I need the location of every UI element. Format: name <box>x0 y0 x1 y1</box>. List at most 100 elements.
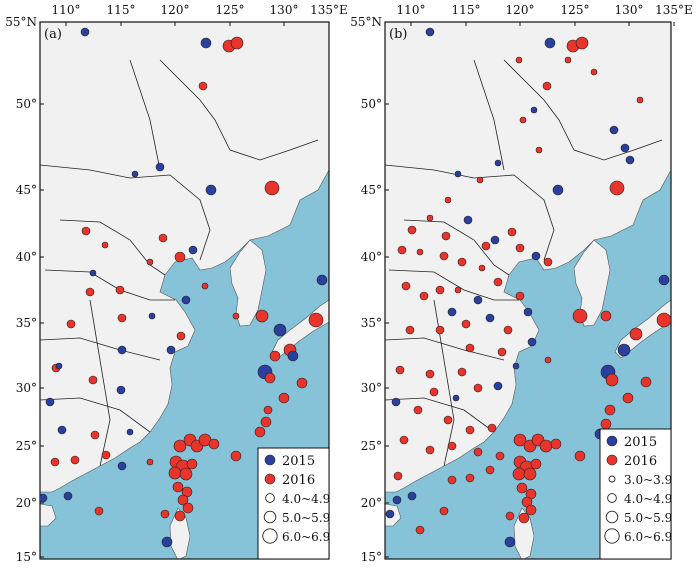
legend-year-label: 2016 <box>282 473 315 488</box>
panel-b: 110° 115° 120° 125° 130° 135°E 55°N 50° 45° 40° 35… <box>350 3 693 564</box>
legend: 2015 2016 4.0~4.9 5.0~5.9 6.0~6.9 <box>257 447 330 560</box>
earthquake-point <box>485 465 495 475</box>
earthquake-point <box>287 350 299 362</box>
earthquake-point <box>516 482 528 494</box>
panel-a: 110° 115° 120° 125° 130° 135°E 55°N 50° 45° 40° 35… <box>5 3 348 564</box>
legend-swatch <box>264 473 276 485</box>
earthquake-point <box>494 159 502 167</box>
earthquake-point <box>205 184 217 196</box>
earthquake-point <box>117 345 127 355</box>
lat-tick-label: 15° <box>361 550 382 564</box>
boundaries <box>40 59 319 467</box>
earthquake-point <box>535 146 543 154</box>
lat-tick-label: 20° <box>16 496 37 510</box>
lon-tick-label: 125° <box>216 3 245 17</box>
earthquake-point <box>640 376 652 388</box>
legend-size-swatch <box>605 510 619 524</box>
earthquake-point <box>465 343 475 353</box>
earthquake-point <box>260 416 272 428</box>
earthquake-point <box>525 504 537 516</box>
earthquake-point <box>81 226 91 236</box>
legend-swatch <box>606 435 618 447</box>
earthquake-point <box>478 264 486 272</box>
land-hainan <box>40 503 57 527</box>
earthquake-point <box>435 325 445 335</box>
legend-magnitude-label: 5.0~5.9 <box>282 511 330 525</box>
earthquake-point <box>439 506 449 516</box>
earthquake-point <box>426 214 434 222</box>
earthquake-point <box>519 116 527 124</box>
boundaries <box>385 59 663 467</box>
legend-magnitude-label: 6.0~6.9 <box>624 530 672 544</box>
earthquake-point <box>405 325 415 335</box>
earthquake-point <box>230 36 244 50</box>
earthquake-point <box>473 447 483 457</box>
earthquake-point <box>94 506 104 516</box>
earthquake-point <box>544 356 552 364</box>
axis-ticks: 110° 115° 120° 125° 130° 135°E 55°N 50° 45° 40° 35… <box>350 3 693 564</box>
earthquake-point <box>435 285 445 295</box>
earthquake-point <box>186 458 198 470</box>
lat-tick-label: 40° <box>16 250 37 264</box>
earthquake-point <box>590 68 598 76</box>
earthquake-point <box>518 512 530 524</box>
earthquake-point <box>40 493 48 503</box>
earthquake-point <box>115 285 125 295</box>
lon-tick-label: 120° <box>161 3 190 17</box>
earthquake-point <box>447 441 457 451</box>
earthquake-point <box>181 295 191 305</box>
earthquake-point <box>158 233 168 243</box>
earthquake-point <box>429 387 439 397</box>
earthquake-point <box>188 245 198 255</box>
earthquake-point <box>512 362 520 370</box>
earthquake-point <box>316 274 328 286</box>
earthquake-point <box>497 347 507 357</box>
earthquake-point <box>425 369 435 379</box>
earthquake-point <box>172 481 184 493</box>
earthquake-point <box>600 418 612 430</box>
earthquake-point <box>443 415 453 425</box>
earthquake-point <box>393 471 403 481</box>
earthquake-point <box>263 405 273 415</box>
lon-tick-label: 115° <box>107 3 136 17</box>
legend: 2015 2016 3.0~3.9 4.0~4.9 5.0~5.9 6.0~6.9 <box>599 428 672 560</box>
earthquake-point <box>230 450 242 462</box>
land-korea <box>229 239 267 327</box>
earthquake-point <box>507 227 517 237</box>
earthquake-point <box>515 291 525 301</box>
earthquake-point <box>63 491 73 501</box>
lon-tick-label: 110° <box>52 3 81 17</box>
earthquake-point <box>101 241 109 249</box>
earthquake-point <box>476 176 484 184</box>
earthquake-point <box>447 307 457 317</box>
land-mass <box>385 22 671 493</box>
map-frame <box>39 21 330 560</box>
earthquake-point <box>441 231 451 241</box>
earthquake-point <box>174 251 186 263</box>
earthquake-point <box>57 425 67 435</box>
earthquake-point <box>539 439 553 453</box>
earthquake-point <box>232 312 240 320</box>
earthquake-point <box>490 235 500 245</box>
earthquake-point <box>161 536 173 548</box>
earthquake-point <box>575 36 589 50</box>
earthquake-point <box>604 404 616 416</box>
earthquake-point <box>457 367 467 377</box>
earthquake-point <box>391 397 401 407</box>
earthquake-point <box>50 457 60 467</box>
earthquake-point <box>117 461 127 471</box>
earthquake-point <box>527 337 537 347</box>
earthquake-point <box>481 241 491 251</box>
legend-magnitude-label: 3.0~3.9 <box>624 473 672 487</box>
earthquake-point <box>515 56 523 64</box>
earthquake-point <box>495 451 505 461</box>
earthquake-point <box>439 251 449 261</box>
earthquake-point <box>629 327 643 341</box>
earthquake-point <box>457 257 467 267</box>
lat-tick-label: 35° <box>16 316 37 330</box>
legend-year-label: 2016 <box>624 454 657 469</box>
earthquake-point <box>552 184 564 196</box>
earthquake-point <box>254 426 266 438</box>
legend-size-swatch <box>607 493 617 503</box>
earthquake-point <box>117 313 127 323</box>
